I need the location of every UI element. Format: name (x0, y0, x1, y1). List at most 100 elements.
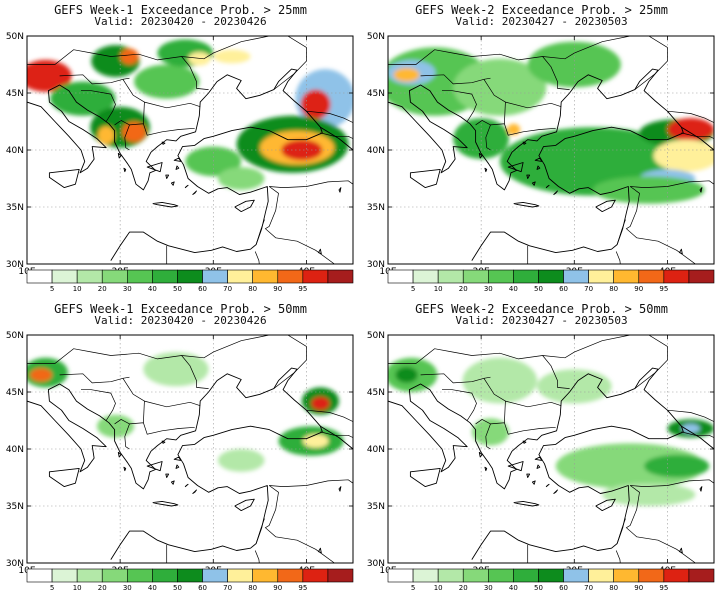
coastline (152, 201, 179, 208)
colorbar-label: 20 (459, 285, 468, 293)
island-outline (484, 167, 488, 173)
island-outline (117, 152, 122, 159)
coastlines (27, 68, 353, 261)
coastline (681, 425, 714, 450)
border-line (485, 423, 491, 450)
colorbar-label: 50 (534, 584, 543, 592)
coastline (234, 199, 255, 213)
coastline (513, 500, 540, 507)
map-svg: 50N45N40N35N30N10E20E30E40E5102030405060… (6, 331, 354, 592)
border-line (634, 36, 668, 90)
probability-area (653, 139, 714, 172)
probability-area (311, 396, 330, 411)
colorbar: 5 10 20 30 40 50 60 70 80 90 95 (387, 568, 715, 592)
island-outline (117, 451, 122, 458)
border-line (114, 418, 195, 435)
island-outline (161, 141, 166, 145)
lat-tick-label: 50N (6, 331, 24, 341)
colorbar-label: 50 (173, 285, 182, 293)
border-line (625, 485, 696, 563)
border-line (667, 409, 714, 422)
border-line (634, 335, 668, 389)
border-line (59, 74, 130, 85)
border-line (542, 56, 570, 90)
border-line (542, 355, 570, 389)
colorbar-swatch (387, 269, 414, 284)
colorbar-label: 80 (609, 285, 618, 293)
border-line (616, 518, 626, 544)
coastline (27, 68, 323, 261)
island-outline (146, 461, 163, 472)
lat-tick-label: 50N (367, 331, 385, 341)
coastline (152, 500, 179, 507)
colorbar-swatch (302, 269, 329, 284)
island-outline (170, 480, 175, 485)
probability-area (395, 366, 418, 383)
border-line (81, 90, 116, 122)
map-svg: 50N45N40N35N30N10E20E30E40E5102030405060… (6, 32, 354, 293)
colorbar-label: 60 (198, 584, 207, 592)
border-line (420, 74, 491, 85)
colorbar-swatch (663, 269, 690, 284)
colorbar-label: 90 (273, 285, 282, 293)
border-line (81, 389, 116, 421)
coastline (234, 498, 255, 512)
panel-week1-50mm: GEFS Week-1 Exceedance Prob. > 50mm Vali… (0, 299, 361, 598)
island-outline (409, 168, 441, 189)
lat-tick-label: 30N (6, 260, 24, 270)
island-outline (478, 451, 483, 458)
colorbar-swatch (227, 269, 253, 284)
colorbar-label: 40 (509, 285, 518, 293)
colorbar-swatch (588, 568, 614, 583)
colorbar-swatch (152, 269, 178, 284)
island-outline (522, 141, 527, 145)
probability-area (143, 352, 209, 387)
island-outline (170, 181, 175, 186)
colorbar-label: 80 (609, 584, 618, 592)
colorbar-label: 95 (659, 285, 668, 293)
border-line (475, 119, 556, 136)
colorbar-label: 10 (434, 285, 443, 293)
lat-tick-label: 40N (6, 445, 24, 455)
island-outline (553, 489, 558, 494)
border-line (143, 101, 201, 124)
colorbar-swatch (101, 568, 128, 583)
colorbar-swatch (638, 269, 665, 284)
colorbar-swatch (462, 269, 489, 284)
colorbar-swatch (51, 269, 78, 284)
coastlines (27, 367, 353, 560)
colorbar-swatch (152, 568, 178, 583)
colorbar-label: 50 (173, 584, 182, 592)
colorbar-label: 70 (223, 285, 232, 293)
probability-area (592, 176, 705, 204)
border-line (269, 180, 353, 188)
panel-week1-25mm: GEFS Week-1 Exceedance Prob. > 25mm Vali… (0, 0, 361, 299)
island-outline (338, 486, 342, 492)
island-outline (531, 480, 536, 485)
colorbar-label: 5 (50, 285, 54, 293)
country-borders (27, 36, 353, 264)
colorbar-swatch (513, 568, 539, 583)
panel-title: GEFS Week-2 Exceedance Prob. > 25mm (415, 3, 668, 17)
colorbar-label: 20 (98, 285, 107, 293)
lat-tick-label: 50N (367, 32, 385, 42)
coastlines (388, 367, 714, 560)
colorbar-label: 10 (73, 285, 82, 293)
coastline (595, 199, 616, 213)
panel-week2-50mm: GEFS Week-2 Exceedance Prob. > 50mm Vali… (361, 299, 722, 598)
island-outline (409, 467, 441, 488)
colorbar-label: 50 (534, 285, 543, 293)
island-outline (165, 174, 170, 179)
island-outline (536, 165, 541, 170)
colorbar-swatch (488, 568, 514, 583)
colorbar-swatch (177, 568, 203, 583)
colorbar-label: 10 (73, 584, 82, 592)
coastline (320, 425, 353, 450)
border-line (388, 335, 631, 364)
colorbar-label: 80 (248, 285, 257, 293)
colorbar-swatch (76, 269, 103, 284)
colorbar-label: 30 (484, 285, 493, 293)
colorbar-swatch (26, 568, 53, 583)
lat-tick-label: 45N (6, 89, 24, 99)
panel-title: GEFS Week-1 Exceedance Prob. > 25mm (54, 3, 307, 17)
